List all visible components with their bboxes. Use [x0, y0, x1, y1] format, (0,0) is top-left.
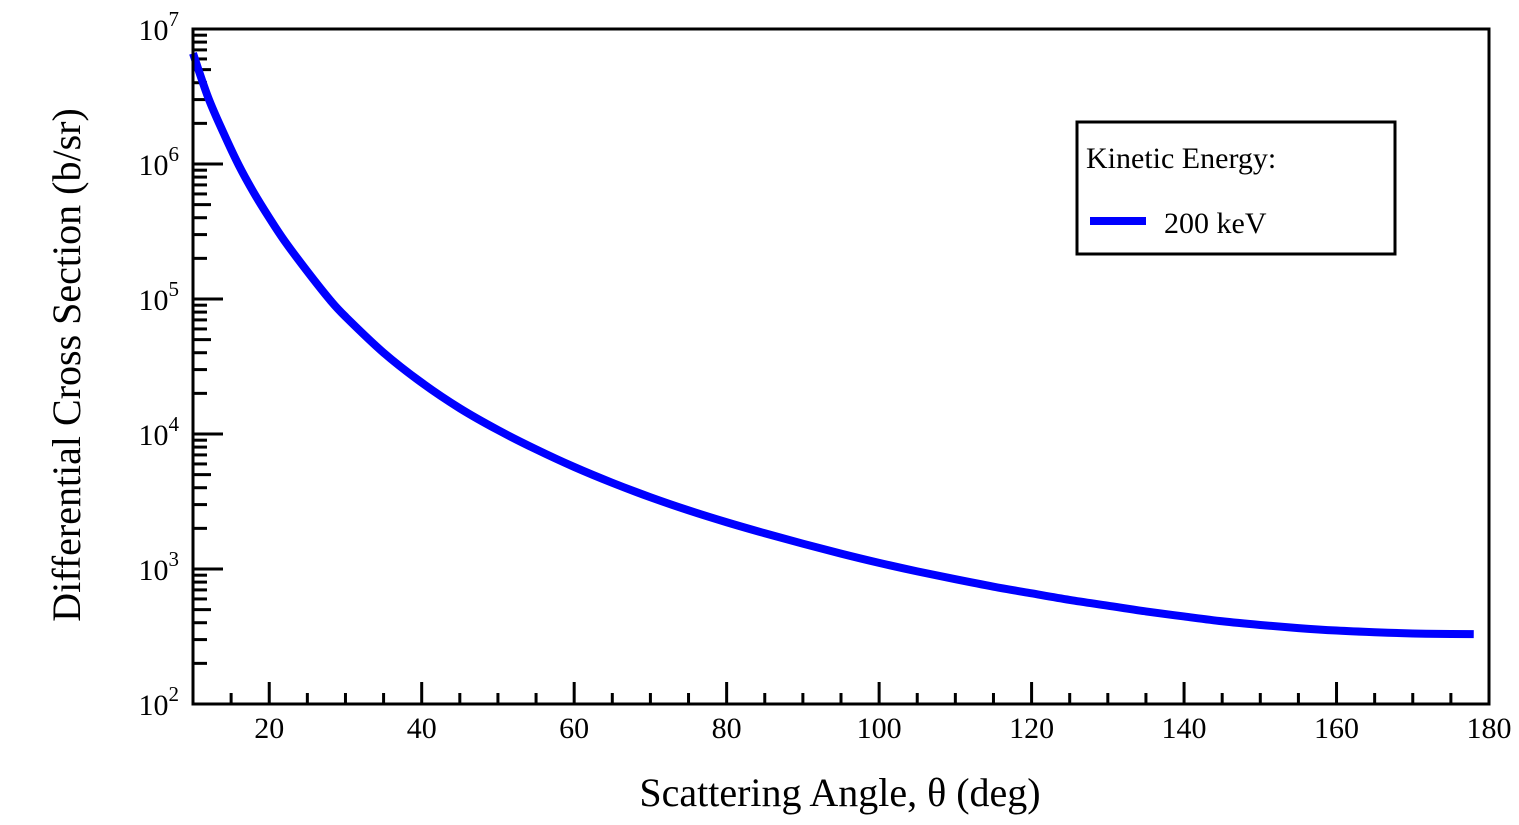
x-tick-label: 160 [1314, 712, 1359, 745]
x-tick-label: 100 [857, 712, 902, 745]
x-tick-label: 20 [254, 712, 284, 745]
y-tick-label: 103 [139, 547, 180, 587]
y-tick-label: 105 [139, 277, 180, 317]
x-tick-labels: 20 40 60 80 100 120 140 160 180 [254, 712, 1511, 745]
series-layer [189, 52, 1474, 639]
x-axis-title: Scattering Angle, θ (deg) [639, 770, 1040, 815]
y-tick-labels: 102 103 104 105 106 107 [139, 7, 180, 722]
legend-label-200kev: 200 keV [1164, 207, 1267, 240]
x-tick-label: 60 [559, 712, 589, 745]
x-tick-label: 80 [712, 712, 742, 745]
y-tick-label: 107 [139, 7, 180, 47]
legend-box [1075, 120, 1397, 256]
y-tick-label: 102 [139, 682, 180, 722]
plot-area-frame [191, 27, 1491, 706]
legend: Kinetic Energy: 200 keV [1075, 120, 1397, 256]
y-tick-label: 106 [139, 142, 180, 182]
legend-title: Kinetic Energy: [1086, 142, 1276, 175]
y-axis-title: Differential Cross Section (b/sr) [44, 108, 89, 622]
x-tick-label: 120 [1009, 712, 1054, 745]
x-tick-label: 180 [1467, 712, 1512, 745]
x-tick-label: 140 [1162, 712, 1207, 745]
series-line-200kev [189, 52, 1474, 639]
y-tick-label: 104 [139, 412, 180, 452]
x-tick-label: 40 [407, 712, 437, 745]
